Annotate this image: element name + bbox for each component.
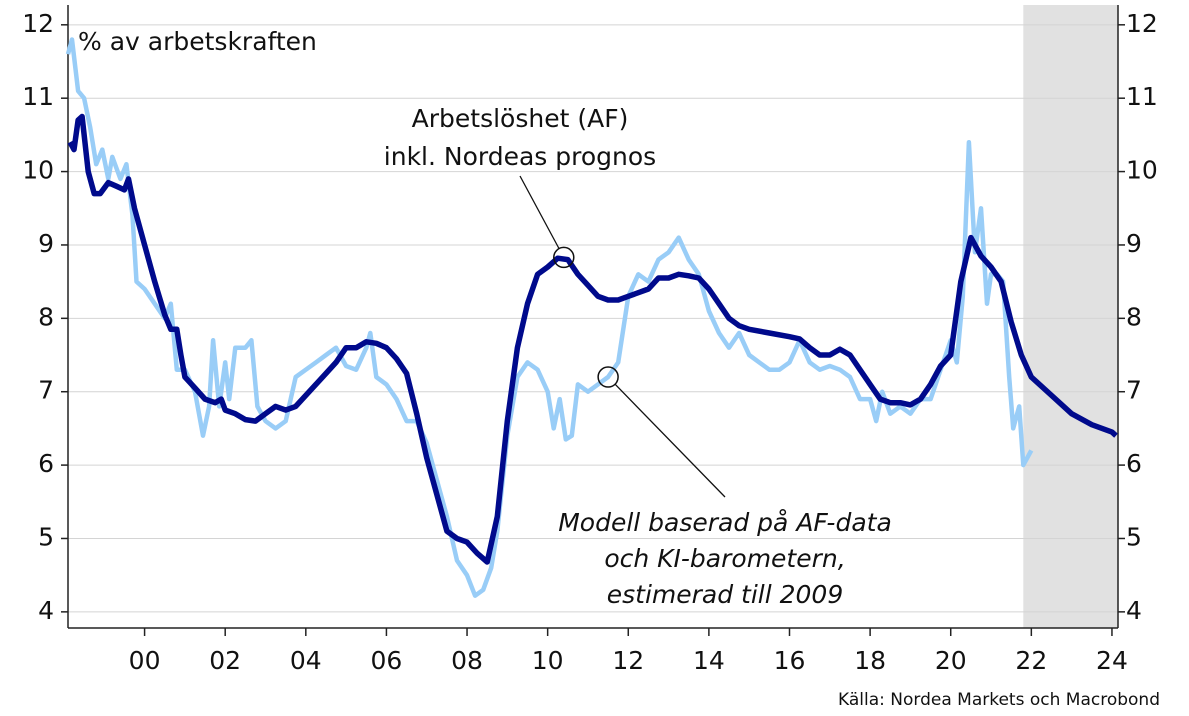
x-tick-label: 02 (209, 646, 241, 675)
x-tick-label: 06 (371, 646, 403, 675)
series-line (67, 113, 1118, 565)
y2-tick-label: 6 (1126, 449, 1142, 478)
y-tick-label: 4 (38, 596, 54, 625)
x-tick-label: 20 (935, 646, 967, 675)
y2-tick-label: 9 (1126, 229, 1142, 258)
x-tick-label: 14 (693, 646, 725, 675)
x-tick-label: 24 (1096, 646, 1128, 675)
x-tick-label: 16 (774, 646, 806, 675)
annotation-marker (553, 246, 575, 269)
x-tick-label: 12 (612, 646, 644, 675)
y-tick-label: 7 (38, 376, 54, 405)
y2-tick-label: 11 (1126, 82, 1158, 111)
y2-tick-label: 4 (1126, 596, 1142, 625)
x-tick-label: 08 (451, 646, 483, 675)
y-tick-label: 9 (38, 229, 54, 258)
y2-tick-label: 10 (1126, 156, 1158, 185)
annotation-marker (597, 366, 619, 388)
x-tick-label: 22 (1015, 646, 1047, 675)
y-tick-label: 6 (38, 449, 54, 478)
y2-tick-label: 5 (1126, 522, 1142, 551)
annotation-text: Modell baserad på AF-data (558, 508, 892, 537)
source: Källa: Nordea Markets och Macrobond (838, 690, 1160, 710)
y-tick-label: 8 (38, 302, 54, 331)
leader-line (519, 175, 560, 249)
annotation-text: inkl. Nordeas prognos (384, 142, 656, 171)
annotation-text: Arbetslöshet (AF) (412, 104, 629, 133)
leader-line (614, 383, 726, 498)
y-tick-label: 11 (22, 82, 54, 111)
annotation-text: och KI-barometern, (604, 544, 845, 573)
x-tick-label: 00 (129, 646, 161, 675)
annotation-text: estimerad till 2009 (607, 580, 844, 609)
y-tick-label: 12 (22, 9, 54, 38)
y2-tick-label: 12 (1126, 9, 1158, 38)
x-tick-label: 18 (854, 646, 886, 675)
y2-tick-label: 8 (1126, 302, 1142, 331)
y-axis-label: % av arbetskraften (78, 27, 317, 56)
y2-tick-label: 7 (1126, 376, 1142, 405)
x-tick-label: 04 (290, 646, 322, 675)
y-tick-label: 10 (22, 156, 54, 185)
series-line (65, 37, 1034, 598)
y-tick-label: 5 (38, 522, 54, 551)
x-tick-label: 10 (532, 646, 564, 675)
forecast-area (1023, 5, 1118, 628)
